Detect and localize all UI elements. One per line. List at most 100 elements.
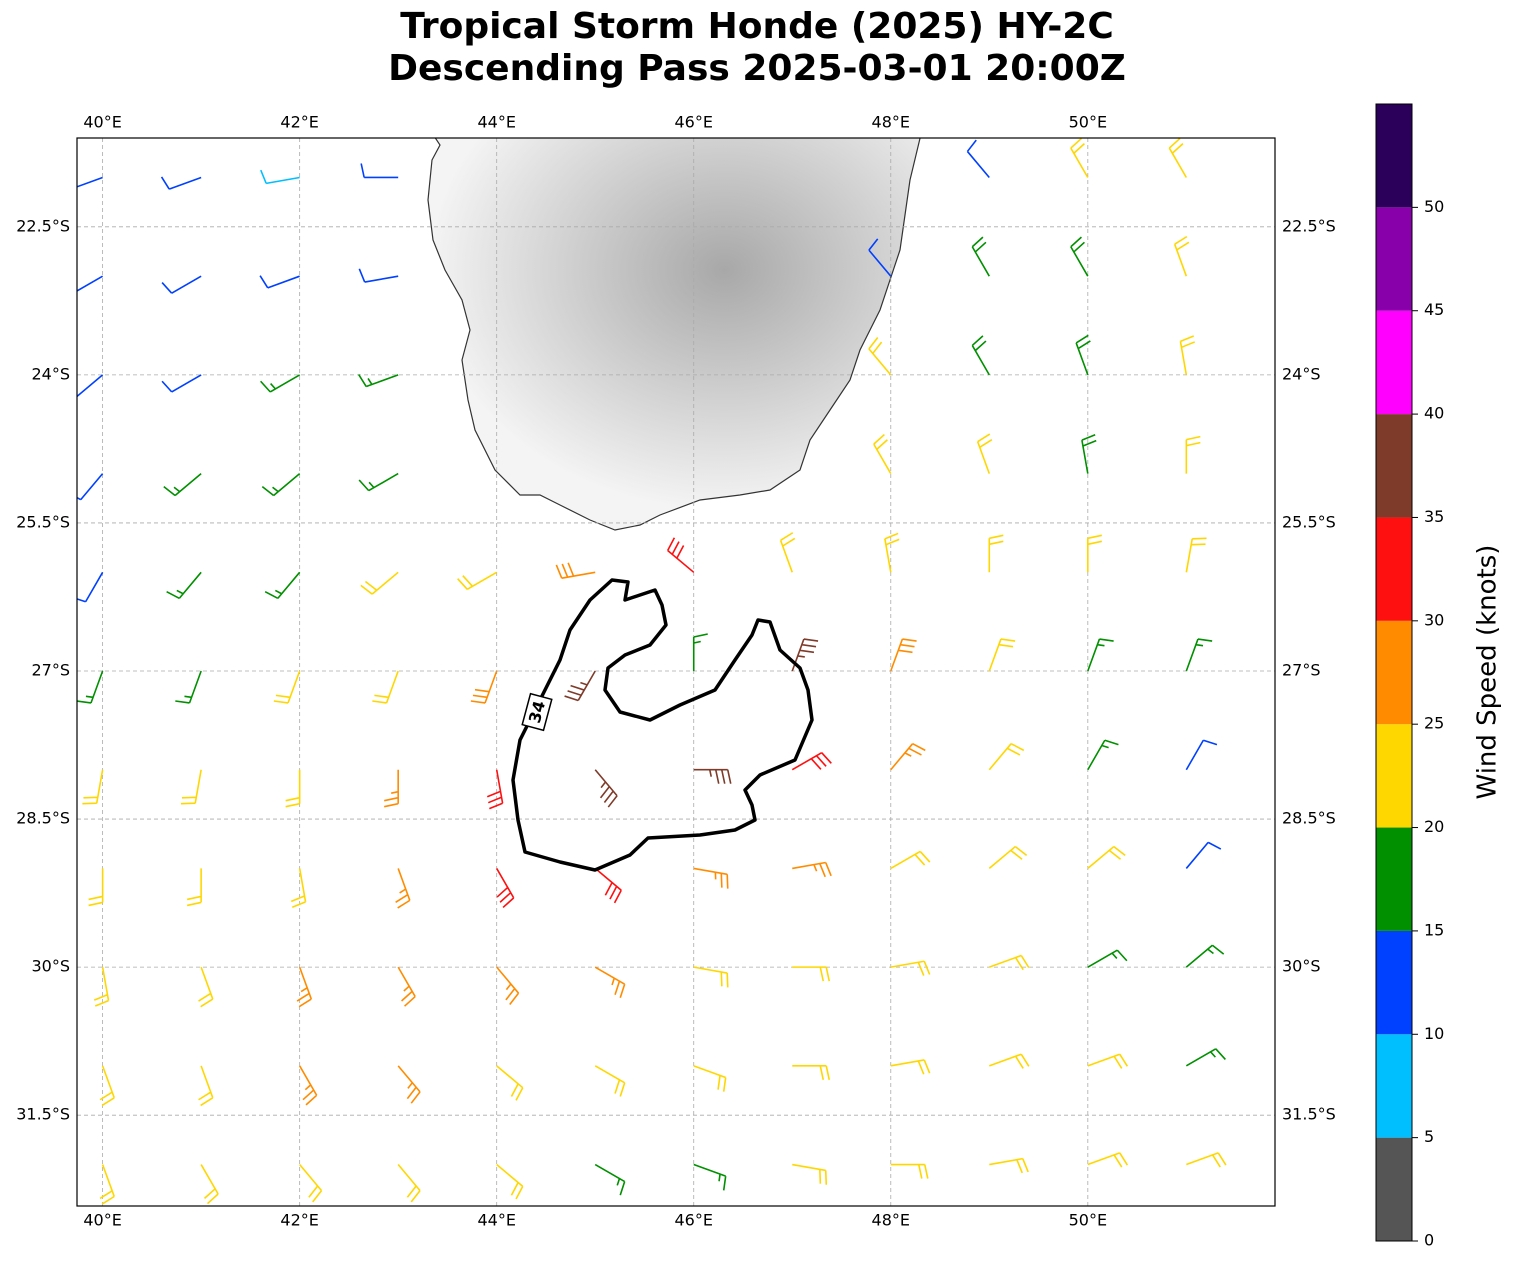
wind-barb [873, 433, 892, 475]
wind-barb [77, 275, 104, 292]
contour-label-box: 34 [521, 692, 553, 732]
wind-barb [372, 670, 399, 704]
colorbar-tick-label: 20 [1424, 817, 1444, 836]
wind-barb [1087, 949, 1128, 968]
wind-barb [989, 1157, 1029, 1174]
wind-barb [496, 1065, 524, 1101]
wind-barb [555, 562, 596, 579]
map-frame [76, 137, 1276, 1207]
wind-barb [693, 867, 729, 889]
wind-barb [1185, 435, 1201, 474]
wind-barbs [77, 138, 1227, 1205]
colorbar-tick-label: 0 [1424, 1231, 1434, 1250]
wind-barb [77, 571, 104, 603]
wind-barb [99, 1164, 115, 1205]
wind-barb [1081, 433, 1097, 474]
wind-barb [395, 868, 411, 909]
colorbar-segment [1376, 517, 1412, 621]
wind-barb [988, 742, 1025, 771]
wind-barb [261, 472, 301, 497]
wind-barb [693, 1163, 727, 1191]
34kt-contour [511, 578, 814, 872]
wind-barb [792, 966, 831, 982]
wind-barb [93, 966, 110, 1007]
wind-barb [175, 670, 202, 704]
wind-barb [358, 472, 399, 492]
colorbar-segment [1376, 827, 1412, 931]
lat-label-right: 27°S [1282, 661, 1321, 680]
wind-barb [486, 769, 504, 810]
wind-barb [1087, 1152, 1129, 1168]
wind-barb [791, 752, 832, 771]
colorbar-segment [1376, 414, 1412, 518]
lat-label-right: 30°S [1282, 957, 1321, 976]
title-line: Tropical Storm Honde (2025) HY-2C [400, 6, 1114, 47]
wind-barb [1168, 138, 1188, 178]
wind-barb [186, 868, 202, 907]
wind-barb [198, 966, 214, 1008]
wind-barb [397, 966, 416, 1007]
colorbar-tick-label: 5 [1424, 1127, 1434, 1146]
colorbar-tick-label: 40 [1424, 404, 1444, 423]
colorbar-tick-label: 15 [1424, 920, 1444, 939]
colorbar-tick-label: 45 [1424, 300, 1444, 319]
wind-barb [1185, 739, 1218, 771]
madagascar [427, 138, 921, 531]
lat-label-left: 22.5°S [16, 216, 70, 235]
lon-label-top: 46°E [674, 113, 712, 132]
lat-label-left: 31.5°S [16, 1105, 70, 1124]
lon-label-top: 44°E [477, 113, 515, 132]
lat-label-right: 28.5°S [1282, 809, 1336, 828]
colorbar-segment [1376, 104, 1412, 208]
title-line: Descending Pass 2025-03-01 20:00Z [388, 48, 1126, 89]
wind-barb [88, 868, 104, 907]
wind-barb [77, 176, 103, 188]
colorbar: 0 5 10 15 20 25 30 35 40 45 50 [1375, 103, 1444, 1250]
wind-barb [971, 335, 990, 376]
wind-barb [971, 236, 990, 277]
wind-barb [1070, 138, 1089, 178]
wind-barb [1185, 841, 1222, 869]
lat-label-right: 31.5°S [1282, 1105, 1336, 1124]
colorbar-tick-label: 50 [1424, 197, 1444, 216]
wind-barb [198, 1065, 214, 1107]
wind-barb [77, 473, 104, 501]
wind-barb [1186, 1152, 1227, 1168]
colorbar-tick-label: 25 [1424, 714, 1444, 733]
wind-barb [470, 670, 498, 704]
wind-barb [779, 532, 796, 573]
wind-barb [890, 742, 926, 771]
lat-label-left: 27°S [31, 661, 70, 680]
wind-barb [166, 571, 202, 600]
wind-barb [360, 163, 399, 179]
wind-barb [792, 861, 832, 878]
colorbar-segment [1376, 310, 1412, 415]
wind-barb [666, 537, 695, 573]
wind-barb [357, 373, 399, 388]
lat-label-right: 24°S [1282, 364, 1321, 383]
wind-barb [285, 769, 301, 808]
colorbar-segment [1376, 1034, 1412, 1138]
wind-barb [1070, 236, 1089, 277]
wind-barb [1185, 537, 1207, 573]
wind-barb [890, 1059, 931, 1075]
wind-barb [496, 966, 520, 1005]
wind-barb [358, 268, 399, 283]
lon-label-bottom: 40°E [83, 1211, 121, 1230]
map-area: 34 [77, 138, 1275, 1206]
wind-barb [791, 638, 819, 672]
lat-label-left: 25.5°S [16, 512, 70, 531]
wind-barb [594, 1065, 626, 1097]
wind-barb [594, 966, 626, 999]
wind-barb [260, 374, 301, 393]
wind-barb [160, 176, 202, 190]
wind-barb [273, 670, 301, 704]
wind-barb [976, 433, 993, 474]
axis-labels: 40°E 40°E 42°E 42°E 44°E 44°E 46°E 46°E 48°E 48°E… [16, 113, 1336, 1230]
colorbar-segment [1376, 207, 1412, 311]
colorbar-tick-label: 30 [1424, 610, 1444, 629]
wind-barb [290, 868, 307, 909]
wind-barb [384, 769, 399, 808]
wind-barb [792, 1065, 831, 1081]
